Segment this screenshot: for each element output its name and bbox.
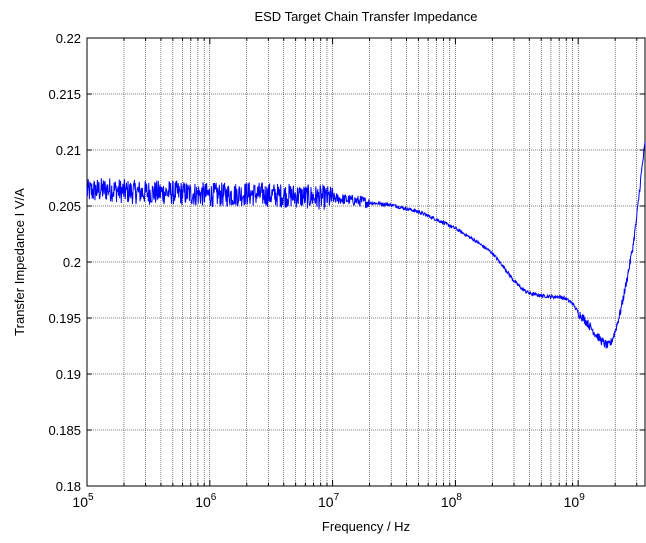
- y-tick-label: 0.18: [56, 479, 81, 494]
- x-tick-label: 106: [195, 492, 217, 510]
- x-axis-label: Frequency / Hz: [322, 519, 410, 534]
- y-tick-label: 0.21: [56, 143, 81, 158]
- y-tick-label: 0.205: [48, 199, 81, 214]
- x-tick-label: 105: [72, 492, 94, 510]
- x-tick-label: 107: [318, 492, 340, 510]
- x-tick-labels: 105 106 107 108 109: [72, 492, 585, 510]
- x-tick-label: 109: [564, 492, 586, 510]
- x-tick-label: 108: [441, 492, 463, 510]
- y-tick-label: 0.2: [63, 255, 81, 270]
- y-tick-label: 0.19: [56, 367, 81, 382]
- grid: [87, 38, 645, 486]
- y-tick-label: 0.195: [48, 311, 81, 326]
- series-line: [87, 142, 645, 349]
- y-tick-label: 0.185: [48, 423, 81, 438]
- y-tick-labels: 0.18 0.185 0.19 0.195 0.2 0.205 0.21 0.215 0.22: [48, 31, 81, 494]
- y-tick-label: 0.215: [48, 87, 81, 102]
- series-lines: [87, 142, 645, 349]
- y-tick-label: 0.22: [56, 31, 81, 46]
- chart-title: ESD Target Chain Transfer Impedance: [254, 9, 477, 24]
- y-axis-label: Transfer Impedance I V/A: [12, 188, 27, 336]
